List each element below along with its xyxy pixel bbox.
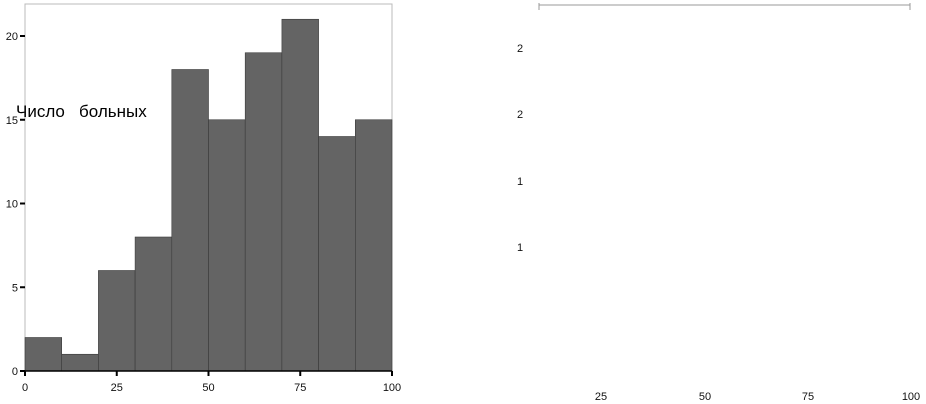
x-tick-label: 25	[111, 382, 123, 394]
histogram-bar	[171, 69, 209, 372]
y-tick-label: 20	[6, 31, 18, 43]
histogram-bar	[208, 119, 246, 372]
x-tick-label: 0	[22, 382, 28, 394]
x-tick-label: 50	[699, 391, 711, 403]
y-tick-label: 2	[517, 109, 523, 121]
x-tick-label: 100	[902, 391, 920, 403]
x-tick-label: 100	[383, 382, 401, 394]
y-tick-label: 10	[6, 199, 18, 211]
x-tick-label: 75	[802, 391, 814, 403]
empty-plot-right: 25 50 75 100 2 2 1 1	[517, 3, 920, 403]
histogram-left: 0 25 50 75 100 0 5 10 15 20 Число больных	[6, 3, 401, 394]
y-tick-label: 1	[517, 242, 523, 254]
histogram-bar	[61, 353, 99, 372]
y-tick-label: 15	[6, 115, 18, 127]
y-tick-label: 2	[517, 43, 523, 55]
x-tick-label: 50	[202, 382, 214, 394]
histogram-bar	[281, 18, 319, 372]
histogram-bar	[134, 236, 173, 372]
x-tick-label: 75	[294, 382, 306, 394]
y-tick-label: 0	[12, 366, 18, 378]
histogram-bar	[354, 119, 393, 372]
histogram-bar	[318, 136, 356, 372]
histogram-bar	[24, 337, 63, 372]
y-axis-label: Число больных	[16, 102, 147, 121]
y-tick-label: 1	[517, 176, 523, 188]
x-tick-label: 25	[595, 391, 607, 403]
histogram-bar	[244, 52, 283, 372]
histogram-bar	[98, 270, 136, 372]
y-tick-label: 5	[12, 282, 18, 294]
